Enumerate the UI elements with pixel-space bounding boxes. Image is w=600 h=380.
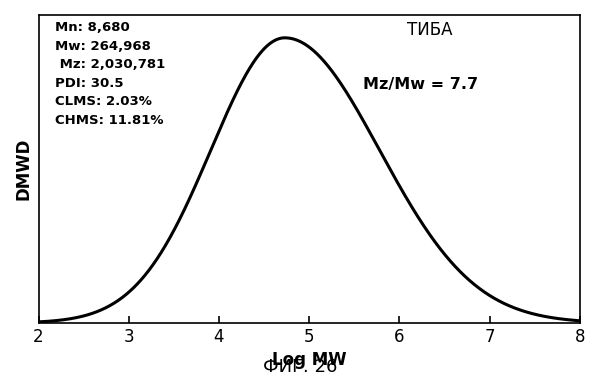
X-axis label: Log MW: Log MW [272,352,346,369]
Text: Mz/Mw = 7.7: Mz/Mw = 7.7 [363,77,478,92]
Text: ТИБА: ТИБА [407,21,452,39]
Text: Mn: 8,680
Mw: 264,968
 Mz: 2,030,781
PDI: 30.5
CLMS: 2.03%
CHMS: 11.81%: Mn: 8,680 Mw: 264,968 Mz: 2,030,781 PDI:… [55,21,165,127]
Text: ФИГ. 26: ФИГ. 26 [263,358,337,376]
Y-axis label: DMWD: DMWD [15,138,33,200]
